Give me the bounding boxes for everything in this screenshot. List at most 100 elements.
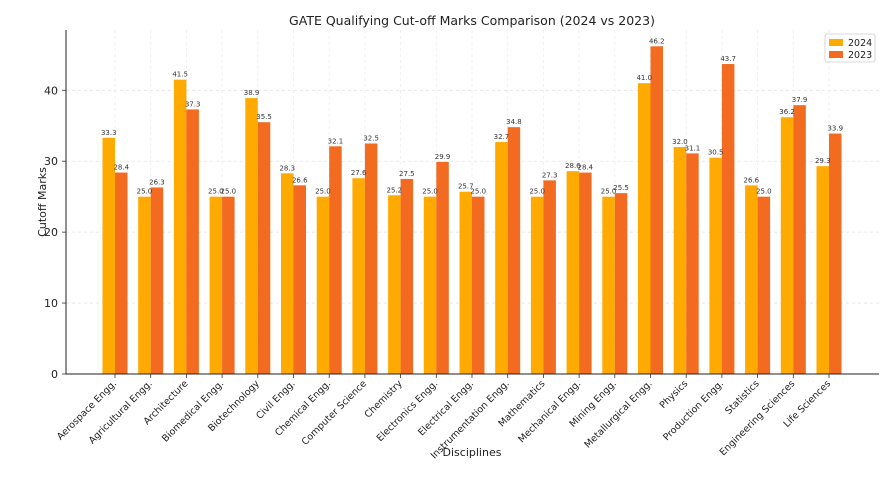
- bar-2023: [686, 153, 699, 374]
- data-label-2024: 25.0: [601, 188, 617, 196]
- bar-2024: [138, 196, 151, 374]
- bar-2024: [638, 83, 651, 375]
- bar-2023: [757, 196, 771, 374]
- x-axis-title: Disciplines: [443, 446, 502, 459]
- legend-swatch-2023: [829, 51, 843, 58]
- data-label-2024: 30.5: [708, 149, 724, 157]
- bar-2023: [257, 122, 271, 375]
- data-label-2024: 28.6: [565, 162, 581, 170]
- data-label-2023: 27.3: [542, 171, 558, 179]
- data-label-2024: 25.2: [387, 186, 403, 194]
- data-label-2023: 28.4: [113, 164, 129, 172]
- x-tick-label: Computer Science: [300, 378, 369, 447]
- bar-2023: [436, 161, 449, 374]
- bar-2023: [329, 146, 342, 374]
- x-tick-label: Physics: [658, 378, 691, 411]
- data-label-2023: 25.0: [756, 188, 772, 196]
- bar-2024: [352, 178, 365, 374]
- y-tick-label: 30: [44, 155, 58, 168]
- data-label-2023: 25.0: [470, 188, 486, 196]
- x-tick-label: Production Engg.: [661, 378, 726, 443]
- data-label-2024: 25.0: [422, 188, 438, 196]
- bar-2023: [400, 178, 414, 374]
- bar-2023: [186, 109, 199, 374]
- data-label-2024: 25.0: [208, 188, 224, 196]
- bar-2024: [673, 147, 687, 374]
- bar-2023: [222, 196, 235, 374]
- bar-2024: [102, 137, 115, 374]
- bar-2024: [281, 173, 294, 374]
- bar-2023: [721, 64, 735, 375]
- data-label-2023: 34.8: [506, 118, 522, 126]
- legend-label-2024: 2024: [848, 38, 872, 49]
- y-tick-label: 0: [51, 368, 58, 381]
- x-tick-label: Electronics Engg.: [375, 378, 441, 444]
- bar-2024: [173, 79, 187, 375]
- y-tick-label: 10: [44, 297, 58, 310]
- data-label-2023: 28.4: [578, 164, 594, 172]
- data-label-2023: 35.5: [256, 113, 272, 121]
- data-label-2024: 41.5: [172, 71, 188, 79]
- data-label-2023: 31.1: [685, 144, 701, 152]
- data-label-2024: 28.3: [279, 164, 295, 172]
- chart-title: GATE Qualifying Cut-off Marks Comparison…: [289, 13, 655, 28]
- data-label-2023: 32.5: [363, 134, 379, 142]
- bar-2023: [472, 196, 485, 374]
- data-label-2024: 25.0: [137, 188, 153, 196]
- data-label-2023: 32.1: [328, 137, 344, 145]
- data-label-2024: 27.6: [351, 169, 367, 177]
- bars: [102, 46, 842, 375]
- bar-2024: [780, 117, 794, 374]
- data-label-2023: 37.3: [185, 100, 201, 108]
- data-label-2024: 29.3: [815, 157, 831, 165]
- data-label-2023: 27.5: [399, 170, 415, 178]
- bar-2023: [293, 185, 306, 374]
- bar-2024: [709, 157, 722, 374]
- bar-2023: [829, 133, 842, 374]
- bar-2023: [650, 46, 663, 374]
- legend-label-2023: 2023: [848, 50, 872, 61]
- data-label-2024: 32.7: [494, 133, 510, 141]
- y-tick-label: 40: [44, 84, 58, 97]
- data-label-2023: 25.5: [613, 184, 629, 192]
- bar-2023: [793, 105, 806, 374]
- data-label-2023: 43.7: [720, 55, 736, 63]
- bar-2024: [245, 98, 258, 374]
- y-tick-label: 20: [44, 226, 58, 239]
- bar-2023: [150, 187, 164, 374]
- data-label-2024: 36.2: [779, 108, 795, 116]
- data-labels: 33.3 25.0 41.5 25.0 38.9 28.3 25.0 27.6 25.2 25.0…: [101, 37, 843, 195]
- bar-2024: [745, 185, 758, 374]
- data-label-2024: 25.7: [458, 183, 474, 191]
- bar-2023: [543, 180, 556, 374]
- bar-2024: [423, 196, 437, 374]
- bar-2023: [507, 127, 521, 374]
- x-tick-label: Biomedical Engg.: [160, 378, 226, 444]
- data-label-2023: 37.9: [792, 96, 808, 104]
- data-label-2024: 25.0: [529, 188, 545, 196]
- bar-2024: [602, 196, 615, 374]
- data-label-2024: 32.0: [672, 138, 688, 146]
- data-label-2024: 38.9: [244, 89, 260, 97]
- data-label-2024: 33.3: [101, 129, 117, 137]
- bar-2023: [614, 193, 628, 374]
- bar-2023: [115, 172, 128, 374]
- data-label-2023: 33.9: [827, 125, 843, 133]
- bar-2024: [530, 196, 544, 374]
- data-label-2023: 26.3: [149, 178, 165, 186]
- bar-2024: [209, 196, 223, 374]
- bar-2023: [579, 172, 592, 374]
- x-tick-label: Aerospace Engg.: [55, 378, 119, 442]
- bar-2024: [459, 191, 472, 374]
- data-label-2024: 41.0: [636, 74, 652, 82]
- data-label-2023: 26.6: [292, 176, 308, 184]
- data-label-2024: 25.0: [315, 188, 331, 196]
- x-tick-label: Mechanical Engg.: [516, 378, 583, 445]
- legend-swatch-2024: [829, 39, 843, 46]
- bar-2024: [566, 171, 580, 374]
- bar-2024: [388, 195, 401, 374]
- x-tick-label: Agricultural Engg.: [87, 378, 155, 446]
